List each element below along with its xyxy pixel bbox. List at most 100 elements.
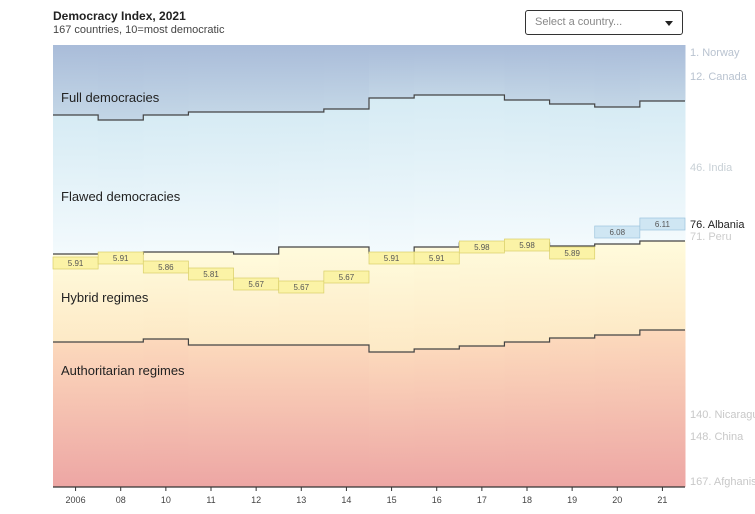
country-select[interactable]: Select a country... <box>525 10 683 35</box>
region-band-1 <box>323 109 370 247</box>
highlight-value-label: 5.98 <box>474 243 490 252</box>
region-band-1 <box>459 95 505 243</box>
highlight-value-label: 5.67 <box>339 273 355 282</box>
region-band-1 <box>504 100 551 243</box>
caret-down-icon <box>665 21 673 26</box>
region-label: Full democracies <box>61 90 160 105</box>
region-band-3 <box>639 330 686 487</box>
highlight-value-label: 5.91 <box>113 254 129 263</box>
region-band-1 <box>143 115 189 252</box>
country-label: 71. Peru <box>690 231 732 243</box>
region-band-1 <box>369 98 415 253</box>
highlight-value-box <box>142 260 189 274</box>
region-band-1 <box>414 95 460 247</box>
region-band-0 <box>459 45 505 95</box>
country-label: 46. India <box>690 162 733 174</box>
highlight-value-box <box>549 246 596 260</box>
region-band-2 <box>233 254 280 345</box>
region-band-2 <box>459 243 505 346</box>
region-band-3 <box>53 342 99 487</box>
highlight-value-box <box>97 251 144 265</box>
region-band-1 <box>98 120 144 254</box>
highlight-value-label: 5.89 <box>564 249 580 258</box>
chart-subtitle: 167 countries, 10=most democratic <box>53 24 225 36</box>
highlight-value-box <box>594 225 641 239</box>
region-band-3 <box>233 345 280 487</box>
x-tick-label: 20 <box>612 495 622 505</box>
highlight-value-box <box>188 267 234 281</box>
country-label: 1. Norway <box>690 47 740 59</box>
region-band-3 <box>414 349 460 487</box>
region-band-3 <box>369 352 415 487</box>
region-band-0 <box>143 45 189 115</box>
region-band-0 <box>98 45 144 120</box>
highlight-value-label: 5.91 <box>384 254 400 263</box>
region-band-2 <box>549 246 596 338</box>
region-boundary-line <box>53 94 685 121</box>
region-label: Flawed democracies <box>61 189 181 204</box>
country-label: 12. Canada <box>690 71 748 83</box>
region-band-2 <box>98 254 144 342</box>
highlight-value-label: 5.67 <box>293 283 309 292</box>
region-band-0 <box>639 45 686 101</box>
region-band-1 <box>188 112 235 252</box>
region-band-0 <box>549 45 596 104</box>
highlight-value-label: 5.98 <box>519 241 535 250</box>
region-band-3 <box>504 342 551 487</box>
x-tick-label: 15 <box>387 495 397 505</box>
highlight-value-label: 5.67 <box>248 280 264 289</box>
region-band-3 <box>188 345 235 487</box>
region-boundary-line <box>53 329 685 353</box>
highlight-value-label: 5.91 <box>429 254 445 263</box>
x-tick-label: 18 <box>522 495 532 505</box>
highlight-value-label: 6.08 <box>609 228 625 237</box>
region-band-3 <box>98 342 144 487</box>
region-band-0 <box>233 45 280 112</box>
region-band-2 <box>594 244 641 335</box>
highlight-value-box <box>639 217 686 231</box>
highlight-value-box <box>323 270 370 284</box>
country-label: 167. Afghanistan <box>690 476 755 488</box>
highlight-value-box <box>504 238 550 252</box>
x-tick-label: 21 <box>657 495 667 505</box>
region-band-3 <box>594 335 641 487</box>
region-band-0 <box>594 45 641 107</box>
highlight-value-label: 5.81 <box>203 270 219 279</box>
x-tick-label: 08 <box>116 495 126 505</box>
region-band-1 <box>53 115 99 254</box>
highlight-value-label: 5.91 <box>68 259 84 268</box>
region-band-1 <box>278 112 325 247</box>
country-select-placeholder: Select a country... <box>535 16 623 28</box>
country-label: 148. China <box>690 431 744 443</box>
region-band-2 <box>323 247 370 345</box>
region-band-3 <box>459 346 505 487</box>
region-band-3 <box>143 339 189 487</box>
region-band-3 <box>323 345 370 487</box>
chart-title: Democracy Index, 2021 <box>53 9 186 23</box>
x-tick-label: 16 <box>432 495 442 505</box>
region-band-1 <box>594 107 641 244</box>
region-band-0 <box>188 45 235 112</box>
region-band-2 <box>369 253 415 352</box>
region-band-2 <box>504 243 551 342</box>
region-band-0 <box>414 45 460 95</box>
x-tick-label: 19 <box>567 495 577 505</box>
region-band-0 <box>504 45 551 100</box>
highlight-value-box <box>413 251 460 265</box>
country-label: 140. Nicaragua <box>690 409 755 421</box>
highlight-value-label: 6.11 <box>655 220 671 229</box>
region-band-1 <box>549 104 596 246</box>
region-band-3 <box>549 338 596 487</box>
highlight-value-box <box>278 280 325 294</box>
region-band-3 <box>278 345 325 487</box>
x-tick-label: 14 <box>341 495 351 505</box>
x-tick-label: 13 <box>296 495 306 505</box>
x-tick-label: 12 <box>251 495 261 505</box>
highlight-value-label: 5.86 <box>158 263 174 272</box>
region-band-0 <box>369 45 415 98</box>
region-band-2 <box>639 241 686 330</box>
x-tick-label: 2006 <box>66 495 86 505</box>
region-band-2 <box>278 247 325 345</box>
region-label: Hybrid regimes <box>61 290 149 305</box>
